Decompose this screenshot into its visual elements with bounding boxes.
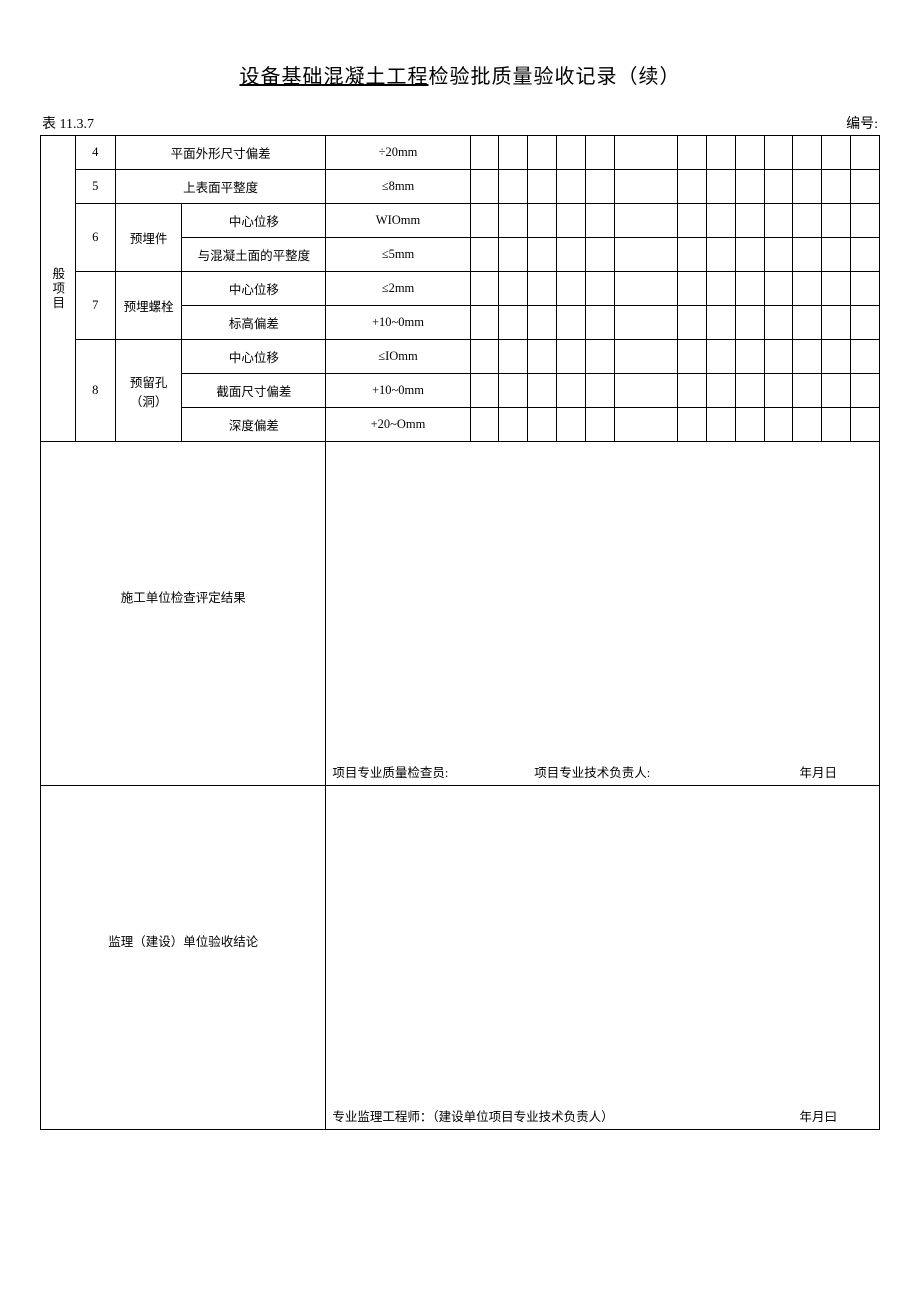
table-row: 7 预埋螺栓 中心位移 ≤2mm xyxy=(41,272,880,306)
row-num: 8 xyxy=(75,340,115,442)
row-sub: 中心位移 xyxy=(182,272,326,306)
row-num: 6 xyxy=(75,204,115,272)
row-sub: 与混凝土面的平整度 xyxy=(182,238,326,272)
row-num: 4 xyxy=(75,136,115,170)
block2-footer-c: 年月曰 xyxy=(721,1106,877,1125)
result-block-1: 施工单位检查评定结果 xyxy=(41,442,880,752)
title-rest: 检验批质量验收记录（续） xyxy=(429,66,681,88)
result-block-2-footer: 专业监理工程师：（建设单位项目专业技术负责人） 年月曰 xyxy=(41,1096,880,1130)
table-row: 般项目 4 平面外形尺寸偏差 ÷20mm xyxy=(41,136,880,170)
row-sub: 标高偏差 xyxy=(182,306,326,340)
row-value: +10~0mm xyxy=(326,374,470,408)
table-row: 6 预埋件 中心位移 WIOmm xyxy=(41,204,880,238)
block1-footer-c: 年月日 xyxy=(736,762,877,781)
serial-label: 编号: xyxy=(846,113,878,133)
row-value: +20~Omm xyxy=(326,408,470,442)
row-value: ≤5mm xyxy=(326,238,470,272)
row-value: +10~0mm xyxy=(326,306,470,340)
result-block-2: 监理（建设）单位验收结论 xyxy=(41,786,880,1096)
table-row: 8 预留孔（洞） 中心位移 ≤IOmm xyxy=(41,340,880,374)
row-value: WIOmm xyxy=(326,204,470,238)
meta-row: 表 11.3.7 编号: xyxy=(40,113,880,133)
block1-footer-b: 项目专业技术负责人: xyxy=(534,762,736,781)
row-num: 5 xyxy=(75,170,115,204)
row-sub: 中心位移 xyxy=(182,340,326,374)
inspection-table: 般项目 4 平面外形尺寸偏差 ÷20mm 5 上表面平整度 ≤8mm 6 预埋件… xyxy=(40,135,880,1130)
row-name: 预埋件 xyxy=(115,204,181,272)
row-name: 预埋螺栓 xyxy=(115,272,181,340)
row-name: 预留孔（洞） xyxy=(115,340,181,442)
table-row: 5 上表面平整度 ≤8mm xyxy=(41,170,880,204)
row-value: ÷20mm xyxy=(326,136,470,170)
row-value: ≤2mm xyxy=(326,272,470,306)
block1-label: 施工单位检查评定结果 xyxy=(41,442,326,752)
block2-label: 监理（建设）单位验收结论 xyxy=(41,786,326,1096)
block2-footer-a: 专业监理工程师：（建设单位项目专业技术负责人） xyxy=(332,1106,720,1125)
row-value: ≤8mm xyxy=(326,170,470,204)
row-sub: 截面尺寸偏差 xyxy=(182,374,326,408)
page-title: 设备基础混凝土工程检验批质量验收记录（续） xyxy=(40,60,880,89)
block1-footer-a: 项目专业质量检查员: xyxy=(332,762,534,781)
block2-content xyxy=(326,786,880,1096)
row-value: ≤IOmm xyxy=(326,340,470,374)
result-block-1-footer: 项目专业质量检查员: 项目专业技术负责人: 年月日 xyxy=(41,752,880,786)
block1-content xyxy=(326,442,880,752)
table-number: 表 11.3.7 xyxy=(42,113,94,133)
title-underline: 设备基础混凝土工程 xyxy=(240,66,429,88)
row-num: 7 xyxy=(75,272,115,340)
row-name: 上表面平整度 xyxy=(115,170,325,204)
section-label: 般项目 xyxy=(41,136,76,442)
row-sub: 深度偏差 xyxy=(182,408,326,442)
row-sub: 中心位移 xyxy=(182,204,326,238)
row-name: 平面外形尺寸偏差 xyxy=(115,136,325,170)
